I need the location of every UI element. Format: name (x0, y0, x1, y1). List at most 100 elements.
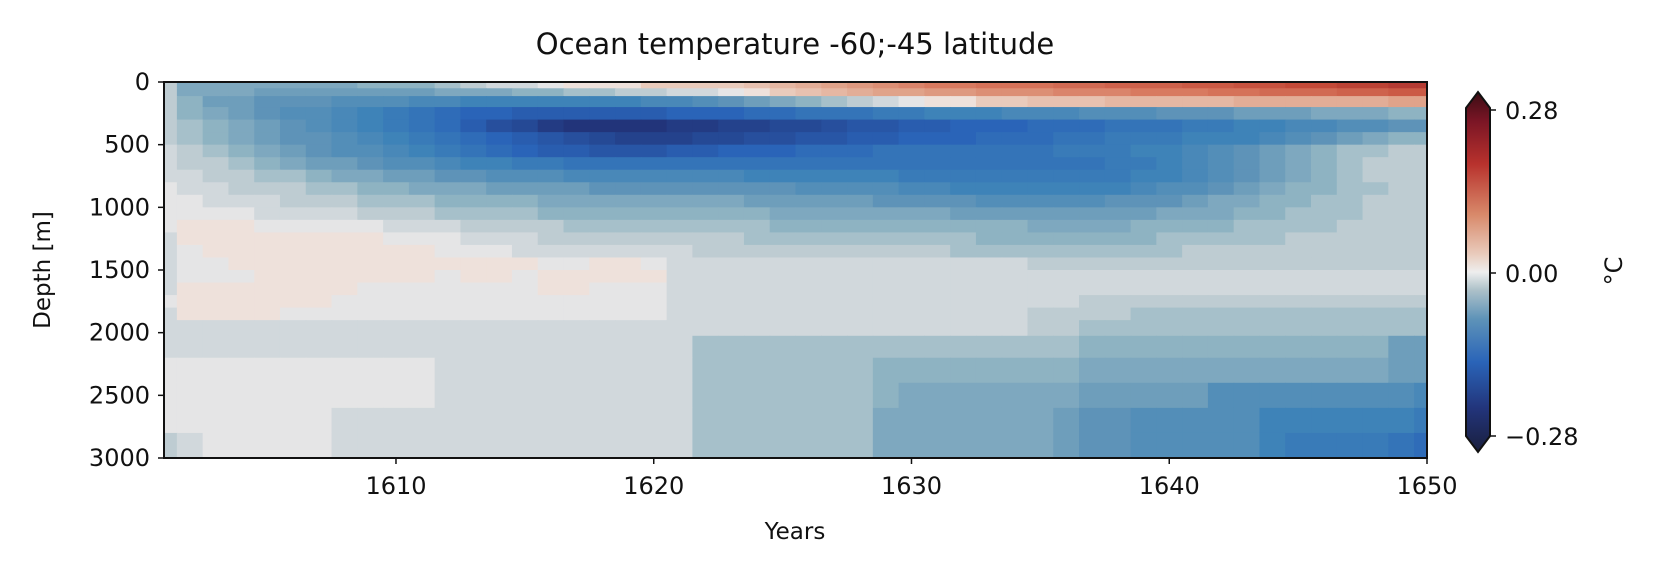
heatmap-cell (692, 335, 719, 359)
heatmap-cell (795, 232, 822, 246)
heatmap-cell (460, 207, 487, 221)
heatmap-cell (1027, 82, 1054, 89)
heatmap-cell (460, 282, 487, 296)
heatmap-cell (279, 132, 307, 146)
heatmap-cell (821, 307, 848, 321)
heatmap-cell (1182, 382, 1209, 409)
heatmap-cell (924, 232, 951, 246)
heatmap-cell (164, 307, 178, 321)
heatmap-cell (1001, 357, 1029, 384)
heatmap-cell (331, 307, 358, 321)
heatmap-cell (795, 244, 822, 259)
heatmap-cell (769, 96, 797, 108)
heatmap-cell (589, 320, 616, 337)
heatmap-cell (408, 320, 436, 337)
heatmap-cell (563, 432, 590, 459)
heatmap-cell (1388, 194, 1415, 208)
heatmap-cell (821, 96, 848, 108)
heatmap-cell (924, 157, 951, 171)
heatmap-cell (615, 270, 642, 284)
heatmap-cell (486, 157, 513, 171)
heatmap-cell (1156, 357, 1183, 384)
heatmap-cell (795, 307, 822, 321)
heatmap-cell (486, 357, 513, 384)
heatmap-cell (305, 382, 333, 409)
heatmap-cell (821, 407, 848, 434)
heatmap-cell (408, 107, 436, 121)
heatmap-cell (640, 96, 668, 108)
heatmap-cell (486, 282, 513, 296)
heatmap-cell (1388, 282, 1415, 296)
heatmap-cell (950, 194, 977, 208)
heatmap-cell (331, 270, 358, 284)
heatmap-cell (202, 157, 230, 171)
heatmap-cell (589, 107, 616, 121)
heatmap-cell (408, 219, 436, 233)
heatmap-cell (898, 207, 925, 221)
heatmap-cell (305, 320, 333, 337)
heatmap-cell (1311, 132, 1338, 146)
heatmap-cell (1079, 207, 1106, 221)
heatmap-cell (743, 307, 771, 321)
heatmap-cell (1388, 307, 1415, 321)
heatmap-cell (1207, 432, 1235, 459)
heatmap-cell (795, 194, 822, 208)
heatmap-cell (1207, 270, 1235, 284)
heatmap-cell (305, 257, 333, 271)
heatmap-cell (1156, 169, 1183, 183)
heatmap-cell (1362, 182, 1389, 196)
heatmap-cell (331, 282, 358, 296)
heatmap-cell (1001, 82, 1029, 89)
heatmap-cell (164, 295, 178, 309)
heatmap-cell (1414, 320, 1428, 337)
heatmap-cell (383, 82, 410, 89)
heatmap-cell (847, 182, 874, 196)
heatmap-cell (176, 157, 204, 171)
heatmap-cell (847, 132, 874, 146)
heatmap-cell (1259, 182, 1286, 196)
heatmap-cell (1414, 169, 1428, 183)
x-tick-label: 1630 (881, 472, 942, 500)
heatmap-cell (743, 96, 771, 108)
heatmap-cell (331, 119, 358, 133)
heatmap-cell (975, 88, 1003, 97)
heatmap-cell (1362, 382, 1389, 409)
heatmap-cell (1130, 295, 1157, 309)
heatmap-cell (872, 407, 900, 434)
heatmap-cell (1053, 107, 1080, 121)
heatmap-cell (615, 107, 642, 121)
heatmap-cell (718, 320, 745, 337)
heatmap-cell (1311, 207, 1338, 221)
heatmap-cell (692, 357, 719, 384)
heatmap-cell (202, 182, 230, 196)
heatmap-cell (950, 132, 977, 146)
heatmap-cell (1130, 194, 1157, 208)
heatmap-cell (640, 320, 668, 337)
heatmap-cell (460, 119, 487, 133)
heatmap-cell (383, 244, 410, 259)
heatmap-cell (1130, 169, 1157, 183)
heatmap-cell (743, 132, 771, 146)
heatmap-cell (1311, 96, 1338, 108)
heatmap-cell (692, 157, 719, 171)
heatmap-cell (305, 244, 333, 259)
heatmap-cell (615, 357, 642, 384)
heatmap-cell (692, 295, 719, 309)
heatmap-cell (434, 157, 462, 171)
heatmap-cell (1285, 82, 1312, 89)
heatmap-cell (164, 96, 178, 108)
heatmap-cell (1079, 182, 1106, 196)
heatmap-cell (511, 270, 539, 284)
heatmap-cell (847, 307, 874, 321)
heatmap-cell (1182, 119, 1209, 133)
heatmap-cell (511, 169, 539, 183)
heatmap-cell (1233, 232, 1261, 246)
heatmap-cell (1207, 407, 1235, 434)
heatmap-cell (924, 219, 951, 233)
heatmap-cell (692, 144, 719, 158)
heatmap-cell (898, 432, 925, 459)
heatmap-cell (872, 88, 900, 97)
heatmap-cell (718, 382, 745, 409)
heatmap-cell (164, 107, 178, 121)
heatmap-cell (1285, 132, 1312, 146)
